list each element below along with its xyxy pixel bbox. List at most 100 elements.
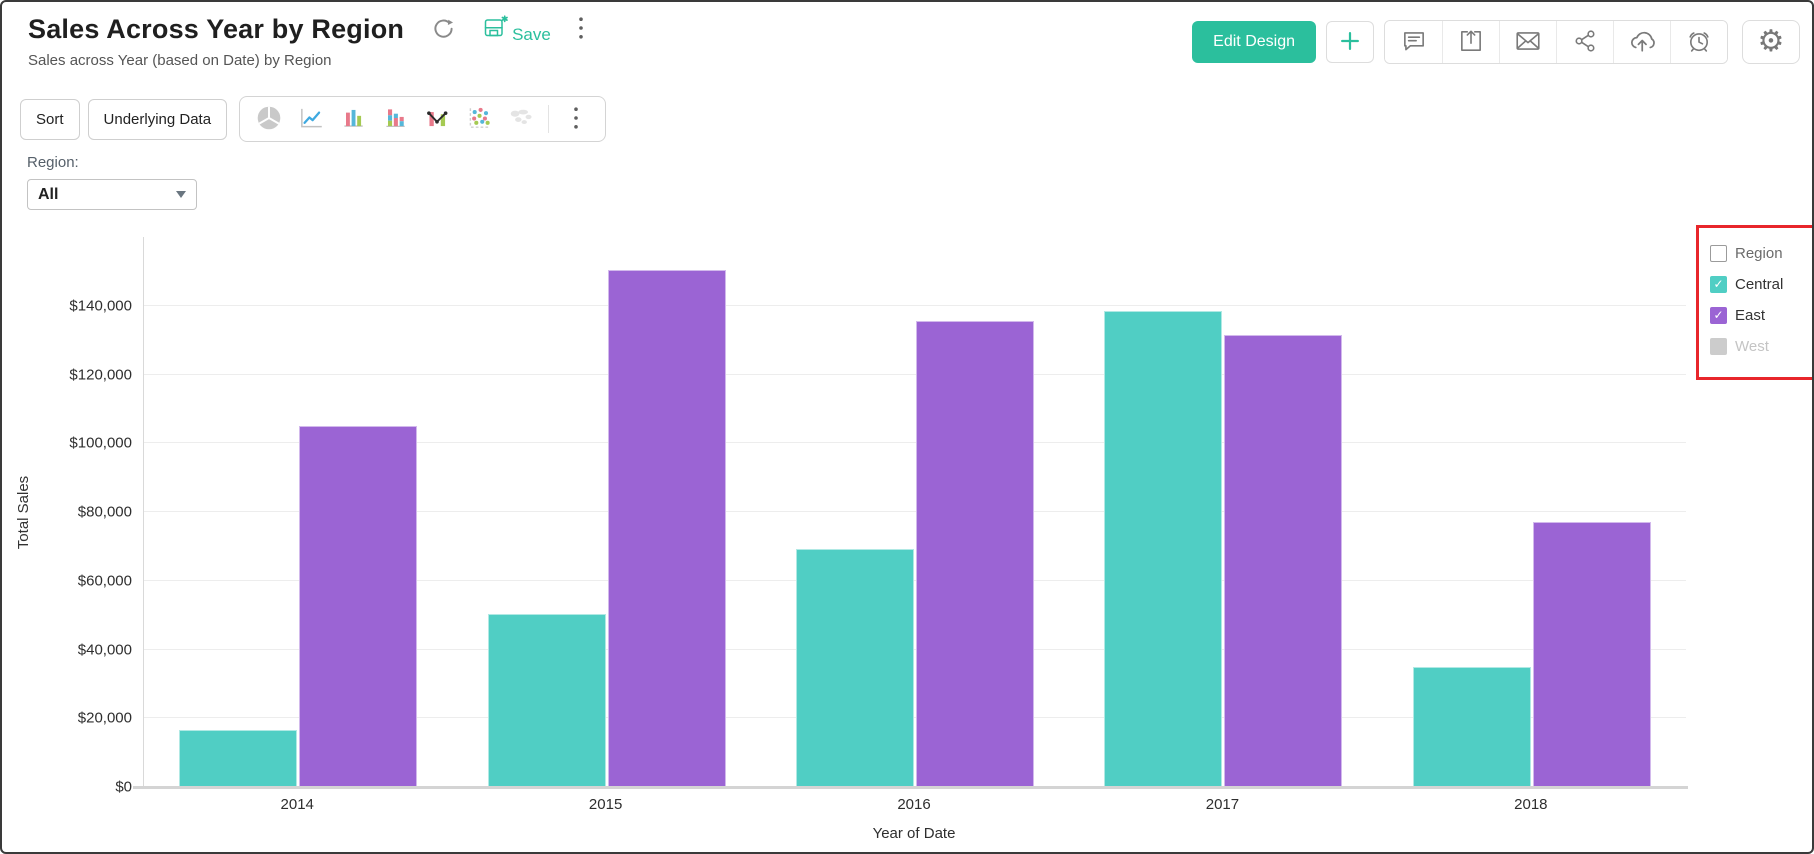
legend-label: Central <box>1735 275 1784 293</box>
x-axis-title: Year of Date <box>872 825 956 842</box>
refresh-button[interactable] <box>430 15 457 45</box>
bar-group-2015 <box>452 237 760 787</box>
bar-group-2017 <box>1069 237 1377 787</box>
bar-central-2017[interactable] <box>1104 310 1223 787</box>
bar-chart-type-button[interactable] <box>332 102 374 136</box>
legend-item-central[interactable]: ✓ Central <box>1710 273 1812 295</box>
share-icon <box>1571 27 1599 58</box>
comment-icon <box>1400 27 1428 58</box>
region-filter-value: All <box>38 185 59 203</box>
sort-button[interactable]: Sort <box>20 98 80 140</box>
checkbox-east[interactable]: ✓ <box>1710 306 1727 324</box>
checkbox-west[interactable] <box>1710 337 1727 355</box>
stacked-bar-chart-type-button[interactable] <box>374 102 416 136</box>
export-button[interactable] <box>1442 21 1499 63</box>
line-chart-type-button[interactable] <box>290 102 332 136</box>
chart-type-switcher <box>239 96 607 142</box>
x-tick-label: 2016 <box>897 796 931 813</box>
settings-gear-icon: ⚙ <box>1757 25 1785 58</box>
y-tick-label: $80,000 <box>77 503 132 521</box>
share-button[interactable] <box>1556 21 1613 63</box>
save-button[interactable]: Save <box>483 14 551 45</box>
email-icon <box>1514 27 1542 58</box>
save-button-label: Save <box>512 25 551 44</box>
chevron-down-icon <box>176 191 186 198</box>
stacked-bar-chart-icon <box>381 104 409 135</box>
map-chart-icon <box>507 104 535 135</box>
legend-item-east[interactable]: ✓ East <box>1710 304 1812 326</box>
checkbox-central[interactable]: ✓ <box>1710 275 1727 293</box>
alert-icon <box>1685 27 1713 58</box>
legend-label: West <box>1735 337 1769 355</box>
bar-central-2014[interactable] <box>179 730 298 787</box>
region-filter: Region: All <box>27 154 197 210</box>
bar-line-combo-icon <box>423 104 451 135</box>
bar-central-2015[interactable] <box>487 614 606 787</box>
bar-group-2016 <box>761 237 1069 787</box>
y-tick-label: $60,000 <box>77 572 132 590</box>
kebab-menu-icon <box>577 16 585 43</box>
legend-item-region[interactable]: Region <box>1710 242 1812 264</box>
more-chart-types-button[interactable] <box>555 102 597 136</box>
x-tick-label: 2017 <box>1205 796 1240 813</box>
y-tick-label: $120,000 <box>69 366 132 383</box>
report-subtitle: Sales across Year (based on Date) by Reg… <box>28 52 332 69</box>
add-button[interactable] <box>1326 21 1374 63</box>
x-axis-line <box>133 786 1688 789</box>
legend-label: East <box>1735 306 1766 324</box>
bar-east-2018[interactable] <box>1532 522 1651 787</box>
publish-cloud-button[interactable] <box>1613 21 1670 63</box>
view-toolbar: Sort Underlying Data <box>20 96 607 142</box>
y-tick-label: $20,000 <box>77 709 132 727</box>
y-tick-label: $140,000 <box>69 297 132 315</box>
bar-chart-plot-area <box>133 237 1688 789</box>
report-header: Sales Across Year by Region <box>28 14 585 69</box>
email-button[interactable] <box>1499 21 1556 63</box>
bar-east-2017[interactable] <box>1224 334 1343 787</box>
publish-cloud-icon <box>1627 26 1657 59</box>
y-tick-label: $0 <box>115 778 132 796</box>
pie-chart-type-button[interactable] <box>248 102 290 136</box>
x-axis-ticks: 2014 2015 2016 2017 2018 <box>143 796 1685 813</box>
gridline <box>144 442 1686 444</box>
report-more-menu-button[interactable] <box>577 16 585 43</box>
scatter-plot-type-button[interactable] <box>458 102 500 136</box>
bar-central-2016[interactable] <box>796 548 915 787</box>
bar-line-combo-type-button[interactable] <box>416 102 458 136</box>
x-tick-label: 2014 <box>280 796 314 813</box>
bar-central-2018[interactable] <box>1412 666 1531 787</box>
pie-chart-icon <box>255 104 283 135</box>
refresh-icon <box>430 15 457 45</box>
bar-east-2015[interactable] <box>607 269 726 787</box>
x-tick-label: 2018 <box>1514 796 1548 813</box>
gridline <box>144 511 1686 512</box>
legend-item-west[interactable]: West <box>1710 335 1812 357</box>
alert-button[interactable] <box>1670 21 1727 63</box>
settings-button[interactable]: ⚙ <box>1742 20 1800 64</box>
y-tick-label: $100,000 <box>69 434 132 452</box>
report-action-icon-group <box>1384 20 1728 64</box>
kebab-menu-icon <box>572 106 580 133</box>
checkbox-empty-region[interactable] <box>1710 244 1727 262</box>
gridline <box>144 717 1686 719</box>
gridline <box>144 648 1686 650</box>
bar-east-2016[interactable] <box>916 321 1035 787</box>
comment-button[interactable] <box>1385 21 1442 63</box>
legend-label: Region <box>1735 244 1783 262</box>
header-actions: Edit Design ⚙ <box>1192 20 1800 64</box>
underlying-data-button[interactable]: Underlying Data <box>87 98 228 140</box>
bar-east-2014[interactable] <box>299 426 418 787</box>
y-axis-ticks: $0 $20,000 $40,000 $60,000 $80,000 $100,000 $1… <box>2 237 132 795</box>
bar-group-2018 <box>1378 237 1686 787</box>
save-floppy-icon <box>483 14 509 45</box>
region-filter-label: Region: <box>27 154 79 171</box>
line-chart-icon <box>297 104 325 135</box>
gridline <box>144 373 1686 375</box>
edit-design-button[interactable]: Edit Design <box>1192 21 1316 63</box>
export-icon <box>1457 27 1485 58</box>
map-chart-type-button[interactable] <box>500 102 542 136</box>
divider <box>548 105 550 133</box>
region-filter-dropdown[interactable]: All <box>27 179 197 210</box>
x-tick-label: 2015 <box>588 796 623 813</box>
gridline <box>144 579 1686 581</box>
